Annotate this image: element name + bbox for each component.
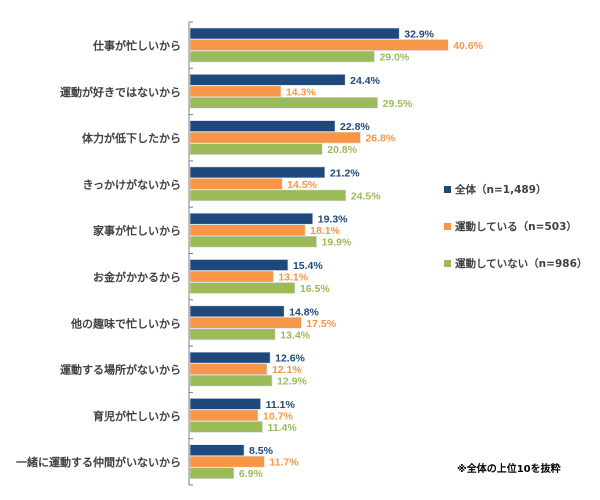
bar-series-0: [189, 398, 261, 410]
data-label-series-2: 16.5%: [300, 283, 330, 295]
bar-series-1: [189, 316, 302, 329]
bar-series-1: [189, 131, 361, 144]
category-label: 運動する場所がないから: [60, 363, 181, 377]
legend-item-overall: 全体（n=1,489）: [444, 182, 587, 196]
data-label-series-1: 12.1%: [272, 364, 302, 376]
data-label-series-1: 13.1%: [278, 272, 308, 284]
data-label-series-0: 11.1%: [266, 399, 296, 411]
data-label-series-1: 26.8%: [365, 133, 395, 145]
bar-series-0: [189, 120, 336, 132]
bar-series-2: [189, 189, 347, 202]
data-label-series-0: 8.5%: [249, 445, 274, 457]
legend-label-not-exercising: 運動していない（n=986）: [455, 257, 588, 270]
data-label-series-0: 19.3%: [318, 214, 348, 226]
footnote: ※全体の上位10を抜粋: [457, 464, 561, 475]
data-label-series-2: 29.0%: [379, 52, 409, 64]
bar-series-1: [189, 178, 283, 190]
legend-swatch-overall: [444, 185, 451, 193]
data-label-series-0: 15.4%: [293, 260, 323, 272]
data-label-series-0: 22.8%: [340, 121, 370, 133]
bar-series-2: [189, 50, 375, 63]
bar-series-0: [189, 305, 285, 318]
bar-series-0: [189, 444, 245, 457]
bar-series-2: [189, 467, 235, 480]
data-label-series-1: 10.7%: [263, 410, 293, 422]
category-label: きっかけがないから: [82, 177, 181, 191]
data-label-series-0: 24.4%: [350, 75, 380, 87]
data-label-series-2: 20.8%: [327, 144, 357, 156]
bar-series-2: [189, 421, 263, 433]
category-label: 体力が低下したから: [82, 131, 181, 145]
legend-label-overall: 全体（n=1,489）: [455, 183, 547, 196]
bar-series-1: [189, 409, 259, 422]
bar-series-2: [189, 328, 276, 341]
data-label-series-2: 12.9%: [277, 376, 307, 388]
category-label: 他の趣味で忙しいから: [70, 316, 181, 330]
category-label: 仕事が忙しいから: [92, 39, 181, 53]
bar-series-1: [189, 270, 274, 283]
bar-series-0: [189, 212, 314, 225]
bar-series-1: [189, 455, 265, 468]
bar-series-2: [189, 97, 378, 109]
category-label: お金がかかるから: [93, 270, 181, 284]
data-label-series-1: 14.3%: [286, 86, 316, 98]
data-label-series-1: 18.1%: [310, 225, 340, 237]
bar-series-1: [189, 39, 449, 51]
data-label-series-2: 13.4%: [280, 329, 310, 341]
data-label-series-1: 14.5%: [287, 179, 317, 191]
category-label: 育児が忙しいから: [93, 409, 181, 423]
data-label-series-1: 11.7%: [269, 457, 299, 469]
bar-series-0: [189, 27, 400, 40]
data-label-series-0: 32.9%: [404, 29, 434, 41]
legend-swatch-not-exercising: [444, 259, 451, 267]
bar-series-2: [189, 282, 296, 294]
bar-series-0: [189, 259, 289, 271]
data-label-series-0: 12.6%: [275, 353, 305, 365]
chart-legend: 全体（n=1,489） 運動している（n=503） 運動していない（n=986）: [444, 182, 587, 293]
category-label: 家事が忙しいから: [93, 224, 181, 238]
data-label-series-2: 29.5%: [383, 98, 413, 110]
legend-item-not-exercising: 運動していない（n=986）: [444, 256, 587, 270]
legend-label-exercising: 運動している（n=503）: [455, 220, 577, 233]
bar-series-1: [189, 363, 268, 375]
bar-series-0: [189, 166, 326, 179]
data-label-series-2: 11.4%: [268, 422, 298, 434]
bar-series-2: [189, 235, 317, 248]
bar-series-0: [189, 74, 346, 86]
data-label-series-1: 40.6%: [453, 40, 483, 52]
data-label-series-2: 6.9%: [239, 468, 264, 480]
bar-series-2: [189, 143, 323, 155]
data-label-series-2: 19.9%: [322, 237, 352, 249]
bar-series-0: [189, 351, 271, 364]
legend-item-exercising: 運動している（n=503）: [444, 219, 587, 233]
bar-series-1: [189, 224, 306, 236]
data-label-series-1: 17.5%: [306, 318, 336, 330]
bar-series-2: [189, 374, 273, 387]
data-label-series-2: 24.5%: [351, 190, 381, 202]
bar-series-1: [189, 85, 282, 98]
data-label-series-0: 21.2%: [330, 167, 360, 179]
data-label-series-0: 14.8%: [289, 306, 319, 318]
category-label: 運動が好きではないから: [60, 85, 181, 99]
legend-swatch-exercising: [444, 222, 451, 230]
category-label: 一緒に運動する仲間がいないから: [16, 455, 181, 469]
